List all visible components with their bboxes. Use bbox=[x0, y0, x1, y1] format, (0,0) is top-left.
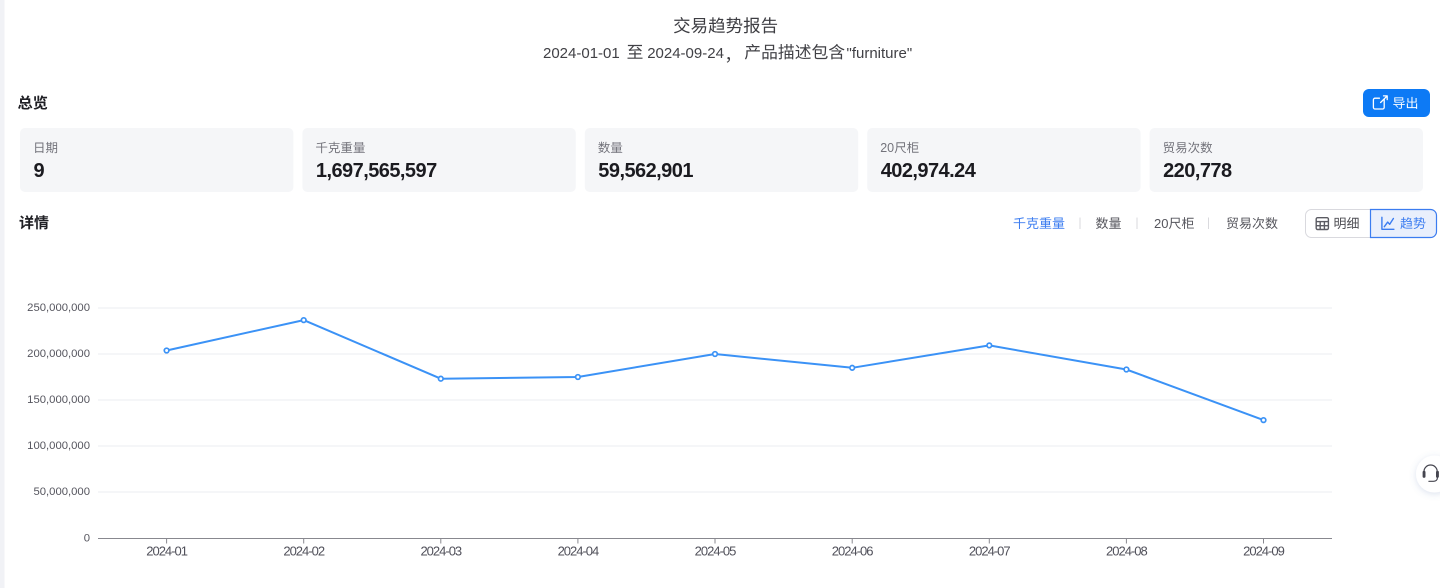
svg-text:150,000,000: 150,000,000 bbox=[27, 394, 90, 406]
svg-text:200,000,000: 200,000,000 bbox=[27, 348, 90, 360]
svg-text:50,000,000: 50,000,000 bbox=[33, 486, 90, 498]
svg-text:2024-07: 2024-07 bbox=[969, 544, 1010, 559]
svg-text:0: 0 bbox=[84, 532, 90, 544]
svg-text:2024-02: 2024-02 bbox=[283, 544, 324, 559]
svg-text:100,000,000: 100,000,000 bbox=[27, 440, 90, 452]
svg-text:20: 20 bbox=[880, 141, 894, 155]
svg-text:2024-09: 2024-09 bbox=[1243, 544, 1284, 559]
svg-text:59,562,901: 59,562,901 bbox=[598, 160, 693, 182]
svg-text:9: 9 bbox=[34, 160, 45, 182]
svg-text:402,974.24: 402,974.24 bbox=[881, 160, 977, 182]
svg-text:2024-04: 2024-04 bbox=[558, 544, 599, 559]
svg-text:2024-08: 2024-08 bbox=[1106, 544, 1147, 559]
svg-text:2024-06: 2024-06 bbox=[832, 544, 873, 559]
svg-text:20: 20 bbox=[1154, 216, 1168, 231]
svg-text:250,000,000: 250,000,000 bbox=[27, 302, 90, 314]
svg-text:2024-05: 2024-05 bbox=[695, 544, 736, 559]
svg-text:2024-03: 2024-03 bbox=[420, 544, 461, 559]
svg-text:220,778: 220,778 bbox=[1163, 160, 1232, 182]
svg-text:1,697,565,597: 1,697,565,597 bbox=[316, 160, 437, 182]
svg-text:2024-09-24: 2024-09-24 bbox=[647, 45, 724, 62]
svg-text:"furniture": "furniture" bbox=[847, 45, 913, 62]
svg-text:2024-01-01: 2024-01-01 bbox=[543, 45, 620, 62]
svg-text:2024-01: 2024-01 bbox=[146, 544, 187, 559]
